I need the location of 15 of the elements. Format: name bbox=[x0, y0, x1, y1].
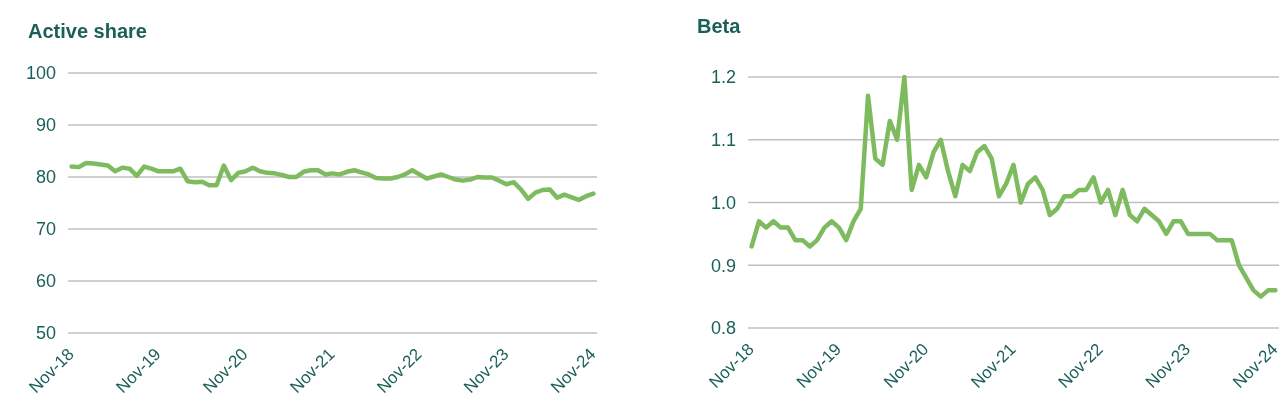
y-tick-label: 1.2 bbox=[710, 67, 736, 88]
y-tick-label: 1.0 bbox=[710, 192, 736, 213]
chart-title: Active share bbox=[28, 20, 147, 42]
y-tick-label: 50 bbox=[35, 323, 56, 344]
y-tick-label: 60 bbox=[35, 271, 56, 292]
y-tick-label: 1.1 bbox=[710, 130, 736, 151]
line-series bbox=[749, 74, 1278, 299]
y-tick-label: 70 bbox=[35, 219, 56, 240]
y-tick-label: 80 bbox=[35, 167, 56, 188]
y-tick-label: 100 bbox=[25, 63, 56, 84]
y-tick-label: 90 bbox=[35, 115, 56, 136]
line-series bbox=[69, 160, 596, 203]
y-tick-label: 0.9 bbox=[710, 255, 736, 276]
y-tick-label: 0.8 bbox=[710, 318, 736, 339]
chart-title: Beta bbox=[697, 15, 742, 37]
